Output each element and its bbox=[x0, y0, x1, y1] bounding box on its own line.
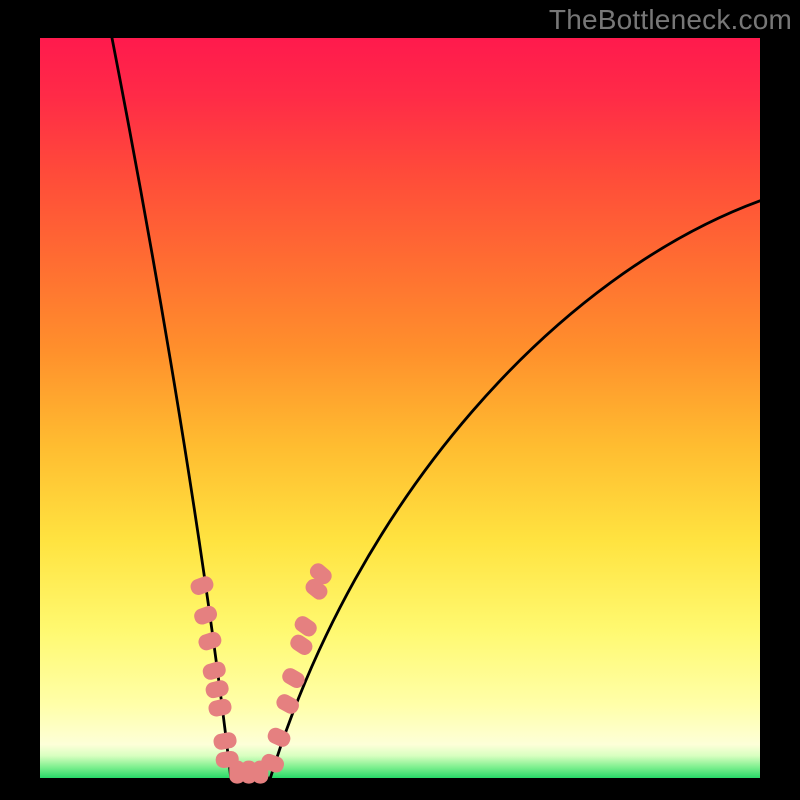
chart-svg bbox=[0, 0, 800, 800]
watermark-text: TheBottleneck.com bbox=[549, 4, 792, 36]
plot-background bbox=[40, 38, 760, 778]
chart-root: TheBottleneck.com bbox=[0, 0, 800, 800]
